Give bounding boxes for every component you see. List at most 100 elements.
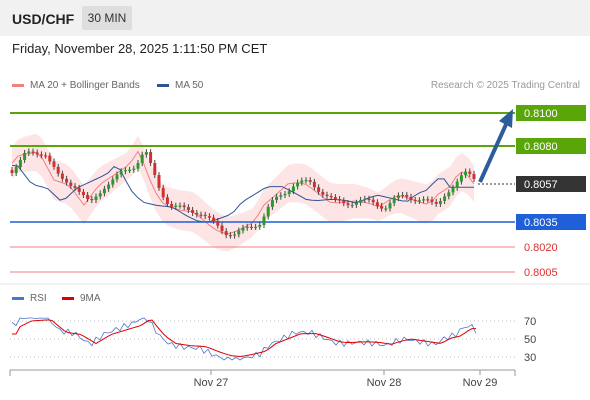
candle-body-12 — [60, 173, 64, 179]
candle-body-14 — [69, 182, 73, 187]
candle-body-62 — [270, 200, 274, 207]
candlesticks — [10, 148, 476, 239]
price-label-4: 0.8020 — [524, 242, 558, 254]
rsi-tick-30: 30 — [524, 352, 536, 364]
candle-body-81 — [350, 204, 354, 207]
candle-body-79 — [342, 200, 346, 204]
x-label-1: Nov 28 — [367, 377, 402, 389]
candle-body-104 — [447, 192, 451, 197]
bollinger-band-area — [12, 133, 474, 252]
candle-body-4 — [27, 151, 31, 153]
candle-body-94 — [405, 194, 409, 197]
candle-body-55 — [241, 227, 245, 231]
legend-ma50: MA 50 — [157, 80, 203, 91]
candle-body-28 — [128, 169, 132, 171]
candle-body-107 — [459, 175, 463, 182]
candle-body-2 — [18, 159, 22, 168]
candle-body-25 — [115, 174, 119, 180]
candle-body-58 — [254, 226, 258, 229]
candle-body-99 — [426, 199, 430, 201]
candle-body-40 — [178, 205, 182, 207]
candle-body-105 — [451, 187, 455, 193]
candle-body-32 — [144, 152, 148, 155]
price-label-1: 0.8080 — [524, 141, 558, 153]
candle-body-70 — [304, 180, 308, 182]
candle-body-84 — [363, 198, 367, 200]
candle-body-88 — [380, 205, 384, 209]
candle-body-3 — [23, 152, 27, 160]
candle-body-35 — [157, 174, 161, 188]
candle-body-27 — [123, 170, 127, 172]
candle-body-78 — [338, 199, 342, 201]
candle-body-46 — [203, 214, 207, 217]
rsi-9ma-line — [12, 319, 476, 357]
candle-body-17 — [81, 191, 85, 196]
ma9-legend-label: 9MA — [80, 293, 101, 304]
candle-body-56 — [245, 226, 249, 229]
candle-body-92 — [396, 195, 400, 199]
candle-body-41 — [182, 205, 186, 208]
candle-body-83 — [359, 199, 363, 203]
candle-body-96 — [413, 199, 417, 202]
candle-body-101 — [434, 201, 438, 204]
candle-body-30 — [136, 163, 140, 169]
forecast-arrow-shaft — [478, 119, 510, 183]
candle-body-48 — [212, 217, 216, 221]
timeframe-button[interactable]: 30 MIN — [82, 6, 132, 30]
candle-body-59 — [258, 225, 262, 227]
candle-body-24 — [111, 179, 115, 185]
candle-body-69 — [300, 180, 304, 183]
candle-body-71 — [308, 180, 312, 182]
candle-body-82 — [354, 202, 358, 205]
ma50-legend-label: MA 50 — [175, 80, 204, 91]
rsi-tick-50: 50 — [524, 334, 536, 346]
candle-body-73 — [317, 187, 321, 192]
candle-body-13 — [65, 178, 69, 183]
forecast-arrow-head — [499, 109, 513, 128]
price-label-2: 0.8057 — [524, 179, 558, 191]
candle-body-108 — [464, 171, 468, 176]
rsi-legend-label: RSI — [30, 293, 47, 304]
candle-body-9 — [48, 155, 52, 162]
candle-body-21 — [98, 193, 102, 197]
candle-body-38 — [170, 203, 174, 207]
candle-body-110 — [472, 173, 476, 179]
candle-body-95 — [409, 196, 413, 200]
candle-body-85 — [367, 198, 371, 200]
credit-text: Research © 2025 Trading Central — [430, 80, 580, 91]
rsi-swatch — [12, 296, 24, 300]
candle-body-64 — [279, 195, 283, 197]
candle-body-36 — [161, 187, 165, 198]
bollinger-bands — [12, 133, 474, 252]
candle-body-87 — [375, 202, 379, 206]
candle-body-98 — [422, 199, 426, 201]
chart-datetime: Friday, November 28, 2025 1:11:50 PM CET — [12, 41, 268, 56]
candle-body-47 — [207, 216, 211, 218]
candle-body-63 — [275, 196, 279, 201]
candle-body-89 — [384, 208, 388, 210]
candle-body-8 — [44, 155, 48, 157]
candle-body-34 — [153, 163, 157, 175]
candle-body-37 — [165, 197, 169, 204]
candle-body-80 — [346, 203, 350, 206]
candle-body-31 — [140, 154, 144, 164]
candle-body-77 — [333, 197, 337, 200]
candle-body-57 — [249, 226, 253, 229]
candle-body-68 — [296, 182, 300, 187]
candle-body-49 — [216, 220, 220, 226]
candle-body-90 — [388, 203, 392, 209]
candle-body-65 — [283, 193, 287, 196]
ma20-swatch — [12, 83, 24, 87]
legend-ma20: MA 20 + Bollinger Bands — [12, 80, 140, 91]
ma20-legend-label: MA 20 + Bollinger Bands — [30, 80, 140, 91]
candle-body-11 — [56, 166, 60, 174]
candle-body-7 — [39, 154, 43, 156]
candle-body-106 — [455, 181, 459, 188]
candle-body-54 — [237, 230, 241, 235]
candle-body-45 — [199, 214, 203, 216]
candle-body-102 — [438, 201, 442, 204]
candle-body-74 — [321, 191, 325, 195]
x-label-2: Nov 29 — [463, 377, 498, 389]
candle-body-75 — [325, 194, 329, 197]
rsi-lines — [11, 317, 477, 361]
